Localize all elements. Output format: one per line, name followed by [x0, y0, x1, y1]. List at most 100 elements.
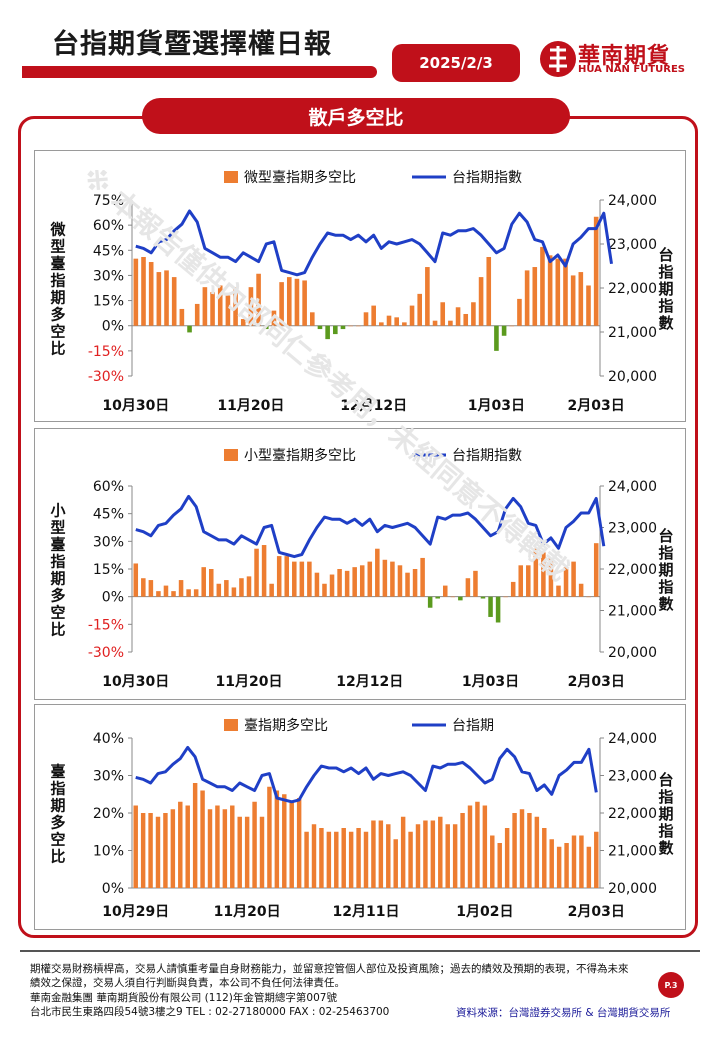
- bar: [271, 310, 277, 326]
- bar: [133, 258, 139, 326]
- y-tick-label: 15%: [93, 294, 124, 310]
- bar: [497, 843, 502, 888]
- section-title: 散戶多空比: [142, 98, 570, 134]
- bar: [375, 548, 380, 597]
- bar: [261, 545, 267, 597]
- company-logo: [540, 41, 576, 77]
- y-tick-label: 30%: [93, 769, 124, 785]
- bar: [586, 285, 591, 326]
- bar: [490, 835, 495, 888]
- bar: [488, 596, 493, 617]
- bar: [458, 596, 463, 601]
- legend-bar-swatch: [224, 449, 238, 461]
- x-tick-label: 10月30日: [102, 398, 169, 414]
- bar: [163, 813, 168, 888]
- bar: [171, 277, 177, 326]
- x-tick-label: 11月20日: [217, 398, 284, 414]
- bar: [541, 552, 546, 597]
- bar: [231, 587, 237, 597]
- y2-tick-label: 20,000: [608, 881, 657, 897]
- bar: [155, 816, 161, 888]
- bar: [279, 282, 284, 326]
- bar: [307, 561, 312, 597]
- bar: [222, 809, 228, 888]
- title-underline-bar: [22, 66, 377, 78]
- bar: [452, 824, 458, 888]
- bar: [526, 565, 531, 597]
- bar: [309, 312, 315, 326]
- bar: [475, 801, 480, 888]
- x-tick-label: 1月03日: [462, 674, 519, 690]
- bar: [239, 578, 244, 597]
- bar: [460, 813, 465, 888]
- bar: [259, 816, 265, 888]
- y2-tick-label: 24,000: [608, 193, 657, 209]
- bar: [408, 831, 413, 888]
- bar: [284, 556, 290, 597]
- legend-bar-swatch: [224, 719, 238, 731]
- bar: [156, 591, 161, 597]
- bar: [141, 256, 146, 326]
- bar: [289, 801, 294, 888]
- bar: [314, 572, 320, 597]
- bar: [248, 287, 254, 326]
- x-tick-label: 1月03日: [468, 398, 525, 414]
- bar: [225, 295, 231, 326]
- y-tick-label: 60%: [93, 479, 124, 495]
- bar: [356, 325, 361, 327]
- bar: [430, 820, 436, 888]
- bar: [442, 585, 448, 597]
- y2-tick-label: 21,000: [608, 325, 657, 341]
- bar: [163, 585, 169, 597]
- bar: [420, 557, 425, 597]
- bar: [230, 805, 235, 888]
- x-tick-label: 12月12日: [340, 398, 407, 414]
- bar: [148, 580, 154, 597]
- bar: [593, 543, 599, 597]
- legend-bar-label: 小型臺指期多空比: [244, 447, 356, 464]
- bar: [486, 256, 492, 326]
- bar: [299, 561, 305, 597]
- bar: [379, 322, 384, 326]
- x-tick-label: 2月03日: [568, 904, 625, 920]
- bar: [186, 589, 191, 597]
- y2-tick-label: 23,000: [608, 769, 657, 785]
- bar: [518, 565, 524, 597]
- bar: [348, 325, 353, 327]
- bar: [367, 561, 373, 597]
- legend-line-label: 台指期指數: [452, 170, 522, 186]
- bar: [393, 839, 398, 888]
- bar: [311, 824, 317, 888]
- bar: [556, 585, 561, 597]
- bar: [579, 835, 584, 888]
- bar: [215, 805, 220, 888]
- bar: [586, 596, 591, 598]
- legend-bar-label: 微型臺指期多空比: [244, 169, 356, 186]
- y-axis-title: 微型臺指期多空比: [49, 221, 66, 358]
- bar: [533, 548, 539, 597]
- bar: [571, 561, 576, 597]
- bar: [317, 325, 323, 330]
- bar: [519, 809, 525, 888]
- bar: [319, 828, 324, 888]
- chart-panel-mini: [34, 428, 686, 700]
- bar: [524, 270, 530, 326]
- bar: [334, 831, 339, 888]
- y-tick-label: 45%: [93, 507, 124, 523]
- bar: [178, 580, 184, 597]
- bar: [397, 565, 403, 597]
- bar: [164, 270, 169, 326]
- legend-line-label: 台指期: [452, 718, 494, 734]
- y2-tick-label: 20,000: [608, 645, 657, 661]
- y2-tick-label: 22,000: [608, 562, 657, 578]
- legend-bar-swatch: [224, 171, 238, 183]
- y2-axis-title: 台指期指數: [658, 527, 673, 613]
- bar: [378, 820, 384, 888]
- bar: [133, 563, 139, 597]
- x-tick-label: 2月03日: [568, 398, 625, 414]
- bar: [482, 805, 488, 888]
- bar: [208, 569, 214, 597]
- bar: [371, 305, 376, 326]
- bar: [216, 583, 222, 597]
- index-line: [135, 494, 606, 559]
